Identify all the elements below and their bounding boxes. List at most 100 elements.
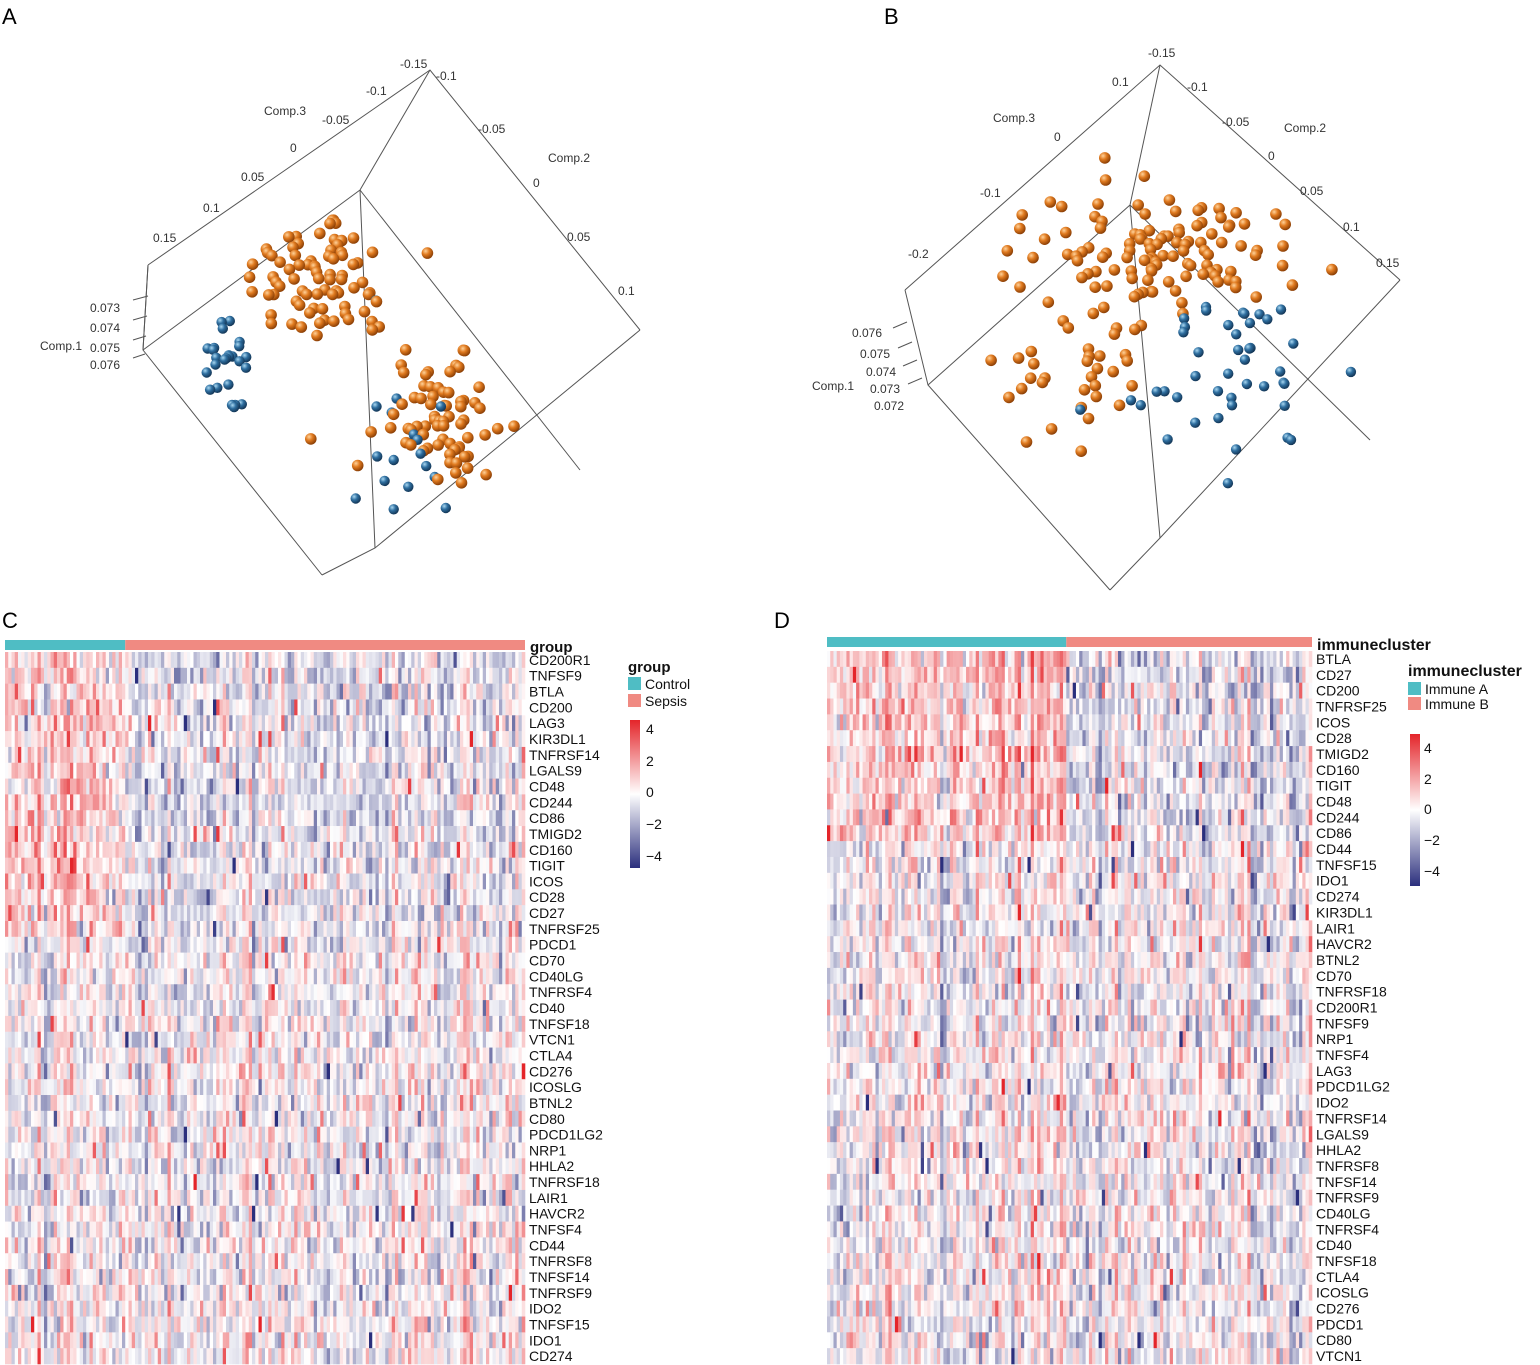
heatmap-cell: [57, 746, 61, 764]
heatmap-cell: [76, 936, 81, 953]
heatmap-cell: [57, 936, 61, 953]
scatter-point-blue: [1241, 378, 1253, 390]
heatmap-cell: [209, 810, 214, 827]
heatmap-cell: [92, 1079, 97, 1096]
heatmap-cell: [40, 920, 45, 938]
scatter-point-orange: [1192, 204, 1204, 217]
heatmap-cell: [206, 826, 211, 843]
heatmap-cell: [144, 1031, 149, 1048]
heatmap-cell: [274, 826, 279, 843]
heatmap-cell: [521, 778, 526, 795]
heatmap-cell: [216, 715, 220, 732]
heatmap-cell: [141, 731, 146, 748]
heatmap-cell: [427, 1079, 432, 1096]
heatmap-cell: [515, 778, 519, 795]
scatter-point-orange: [1081, 355, 1094, 368]
heatmap-cell: [131, 746, 136, 764]
heatmap-cell: [378, 984, 383, 1001]
heatmap-cell: [138, 1031, 142, 1048]
heatmap-cell: [151, 1031, 155, 1048]
heatmap-cell: [79, 683, 84, 700]
heatmap-cell: [261, 952, 266, 969]
heatmap-cell: [281, 699, 285, 716]
heatmap-cell: [5, 841, 9, 858]
heatmap-cell: [421, 873, 425, 890]
heatmap-cell: [161, 1063, 165, 1080]
heatmap-cell: [434, 826, 438, 843]
heatmap-cell: [206, 746, 211, 764]
heatmap-cell: [336, 715, 341, 732]
heatmap-cell: [229, 1031, 233, 1048]
heatmap-cell: [515, 984, 519, 1001]
heatmap-cell: [508, 667, 513, 684]
heatmap-cell: [157, 905, 162, 922]
heatmap-cell: [287, 905, 292, 922]
heatmap-cell: [476, 889, 480, 906]
heatmap-cell: [167, 810, 172, 827]
heatmap-cell: [70, 762, 74, 779]
heatmap-cell: [304, 810, 308, 827]
heatmap-cell: [21, 762, 25, 779]
heatmap-cell: [239, 731, 243, 748]
heatmap-cell: [96, 810, 100, 827]
heatmap-cell: [170, 889, 175, 906]
heatmap-cell: [343, 731, 347, 748]
heatmap-cell: [460, 952, 464, 969]
heatmap-cell: [463, 1015, 467, 1033]
heatmap-cell: [356, 762, 360, 779]
heatmap-cell: [378, 810, 383, 827]
heatmap-cell: [427, 810, 432, 827]
heatmap-cell: [57, 778, 61, 795]
heatmap-cell: [187, 1000, 191, 1017]
heatmap-cell: [248, 1000, 253, 1017]
heatmap-cell: [495, 699, 500, 716]
heatmap-cell: [99, 1015, 103, 1033]
heatmap-cell: [261, 794, 266, 811]
tick-marks-a: [132, 295, 149, 359]
heatmap-cell: [57, 841, 61, 858]
scatter-point-blue: [372, 451, 383, 462]
heatmap-cell: [365, 889, 370, 906]
heatmap-cell: [437, 1000, 441, 1017]
heatmap-cell: [102, 1000, 107, 1017]
heatmap-cell: [118, 968, 123, 985]
heatmap-cell: [102, 1047, 107, 1064]
heatmap-cell: [242, 936, 246, 953]
heatmap-cell: [463, 1079, 467, 1096]
heatmap-cell: [450, 746, 454, 764]
heatmap-cell: [170, 762, 175, 779]
heatmap-cell: [274, 1079, 279, 1096]
heatmap-cell: [489, 699, 493, 716]
heatmap-cell: [414, 1015, 419, 1033]
heatmap-cell: [453, 778, 458, 795]
heatmap-cell: [369, 746, 373, 764]
heatmap-cell: [229, 731, 233, 748]
heatmap-cell: [427, 826, 432, 843]
heatmap-cell: [174, 699, 178, 716]
scatter-point-blue: [1190, 417, 1201, 428]
scatter-point-orange: [1025, 345, 1038, 358]
heatmap-cell: [261, 857, 266, 874]
heatmap-cell: [96, 652, 100, 669]
heatmap-cell: [320, 936, 324, 953]
heatmap-cell: [518, 1063, 523, 1080]
heatmap-cell: [190, 1031, 194, 1048]
heatmap-cell: [196, 683, 201, 700]
heatmap-cell: [469, 683, 474, 700]
heatmap-cell: [248, 1031, 253, 1048]
heatmap-cell: [193, 920, 198, 938]
heatmap-cell: [200, 1015, 204, 1033]
heatmap-cell: [34, 889, 38, 906]
heatmap-cell: [453, 968, 458, 985]
heatmap-cell: [128, 968, 133, 985]
heatmap-cell: [255, 762, 259, 779]
heatmap-cell: [164, 826, 168, 843]
heatmap-cell: [193, 715, 198, 732]
heatmap-cell: [456, 1015, 461, 1033]
heatmap-cell: [502, 841, 506, 858]
heatmap-cell: [440, 1015, 445, 1033]
heatmap-cell: [297, 731, 302, 748]
heatmap-cell: [492, 873, 497, 890]
heatmap-cell: [125, 810, 129, 827]
heatmap-cell: [482, 683, 487, 700]
